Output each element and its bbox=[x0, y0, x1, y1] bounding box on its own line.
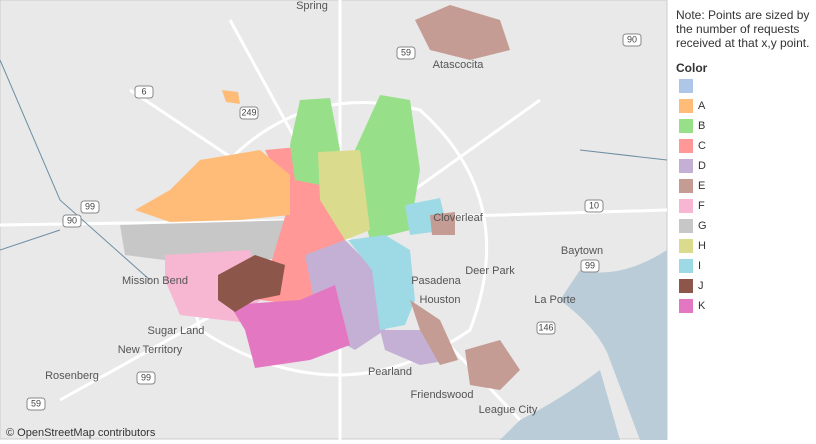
legend-swatch bbox=[679, 119, 693, 133]
legend-title: Color bbox=[676, 61, 708, 75]
legend-label: K bbox=[698, 300, 706, 312]
legend-label: E bbox=[698, 180, 706, 192]
legend-label: J bbox=[698, 280, 704, 292]
road-number: 99 bbox=[85, 201, 95, 211]
road-number: 6 bbox=[141, 86, 146, 96]
place-label: Atascocita bbox=[433, 59, 485, 71]
place-label: Baytown bbox=[561, 245, 603, 257]
road-shield bbox=[396, 46, 416, 60]
road-number: 146 bbox=[538, 322, 553, 332]
legend-swatch bbox=[679, 259, 693, 273]
region bbox=[135, 150, 290, 222]
region bbox=[410, 300, 458, 365]
road-shields: 59 90 6 249 90 99 10 99 146 99 59 bbox=[26, 33, 642, 411]
road-number: 90 bbox=[627, 34, 637, 44]
region bbox=[222, 90, 240, 104]
region bbox=[415, 5, 510, 60]
legend-swatch bbox=[679, 199, 693, 213]
road-shield bbox=[134, 85, 154, 99]
place-label: Friendswood bbox=[411, 389, 474, 401]
road-shield bbox=[136, 371, 156, 385]
map: Spring Atascocita Cloverleaf Baytown Dee… bbox=[0, 0, 668, 440]
legend-swatch bbox=[679, 299, 693, 313]
road-number: 99 bbox=[141, 372, 151, 382]
legend-swatch bbox=[679, 279, 693, 293]
legend-swatch bbox=[679, 139, 693, 153]
place-label: Houston bbox=[420, 294, 461, 306]
place-label: Cloverleaf bbox=[433, 212, 483, 224]
legend-label: D bbox=[698, 160, 706, 172]
road-shield bbox=[584, 199, 604, 213]
road-number: 10 bbox=[589, 200, 599, 210]
legend-swatch bbox=[679, 219, 693, 233]
road-number: 59 bbox=[31, 398, 41, 408]
road-number: 59 bbox=[401, 47, 411, 57]
place-label: League City bbox=[479, 404, 538, 416]
road-shield bbox=[239, 106, 259, 120]
legend-label: C bbox=[698, 140, 706, 152]
place-label: Mission Bend bbox=[122, 275, 188, 287]
region bbox=[430, 212, 455, 235]
legend-swatch bbox=[679, 99, 693, 113]
region bbox=[318, 150, 370, 240]
legend-label: A bbox=[698, 100, 706, 112]
road-shield bbox=[580, 259, 600, 273]
region bbox=[465, 340, 520, 390]
region bbox=[120, 220, 305, 262]
road-number: 249 bbox=[241, 107, 256, 117]
place-label: Sugar Land bbox=[148, 325, 205, 337]
place-label: Deer Park bbox=[465, 265, 515, 277]
legend-label: I bbox=[698, 260, 702, 272]
legend-swatch bbox=[679, 239, 693, 253]
region bbox=[218, 255, 285, 312]
road-number: 90 bbox=[67, 215, 77, 225]
place-labels: Spring Atascocita Cloverleaf Baytown Dee… bbox=[45, 0, 603, 416]
attribution: © OpenStreetMap contributors bbox=[6, 427, 156, 439]
place-label: La Porte bbox=[534, 294, 576, 306]
place-label: Rosenberg bbox=[45, 370, 99, 382]
place-label: Pasadena bbox=[411, 275, 461, 287]
road-shield bbox=[536, 321, 556, 335]
legend-label: H bbox=[698, 240, 706, 252]
region bbox=[348, 235, 415, 330]
legend-swatch bbox=[679, 79, 693, 93]
legend-label: B bbox=[698, 120, 706, 132]
road-shield bbox=[622, 33, 642, 47]
water bbox=[500, 370, 620, 440]
place-label: Pearland bbox=[368, 366, 412, 378]
legend-label: F bbox=[698, 200, 705, 212]
water bbox=[560, 250, 667, 440]
region bbox=[230, 285, 350, 368]
legend-swatch bbox=[679, 179, 693, 193]
place-label: New Territory bbox=[118, 344, 183, 356]
road-shield bbox=[26, 397, 46, 411]
road-shield bbox=[62, 214, 82, 228]
road-number: 99 bbox=[585, 260, 595, 270]
note: Note: Points are sized by the number of … bbox=[676, 8, 810, 50]
region bbox=[355, 95, 420, 240]
place-label: Spring bbox=[296, 0, 328, 12]
legend-swatch bbox=[679, 159, 693, 173]
boundaries bbox=[0, 59, 668, 281]
road-shield bbox=[80, 200, 100, 214]
service-regions bbox=[120, 5, 520, 390]
legend-label: G bbox=[698, 220, 707, 232]
